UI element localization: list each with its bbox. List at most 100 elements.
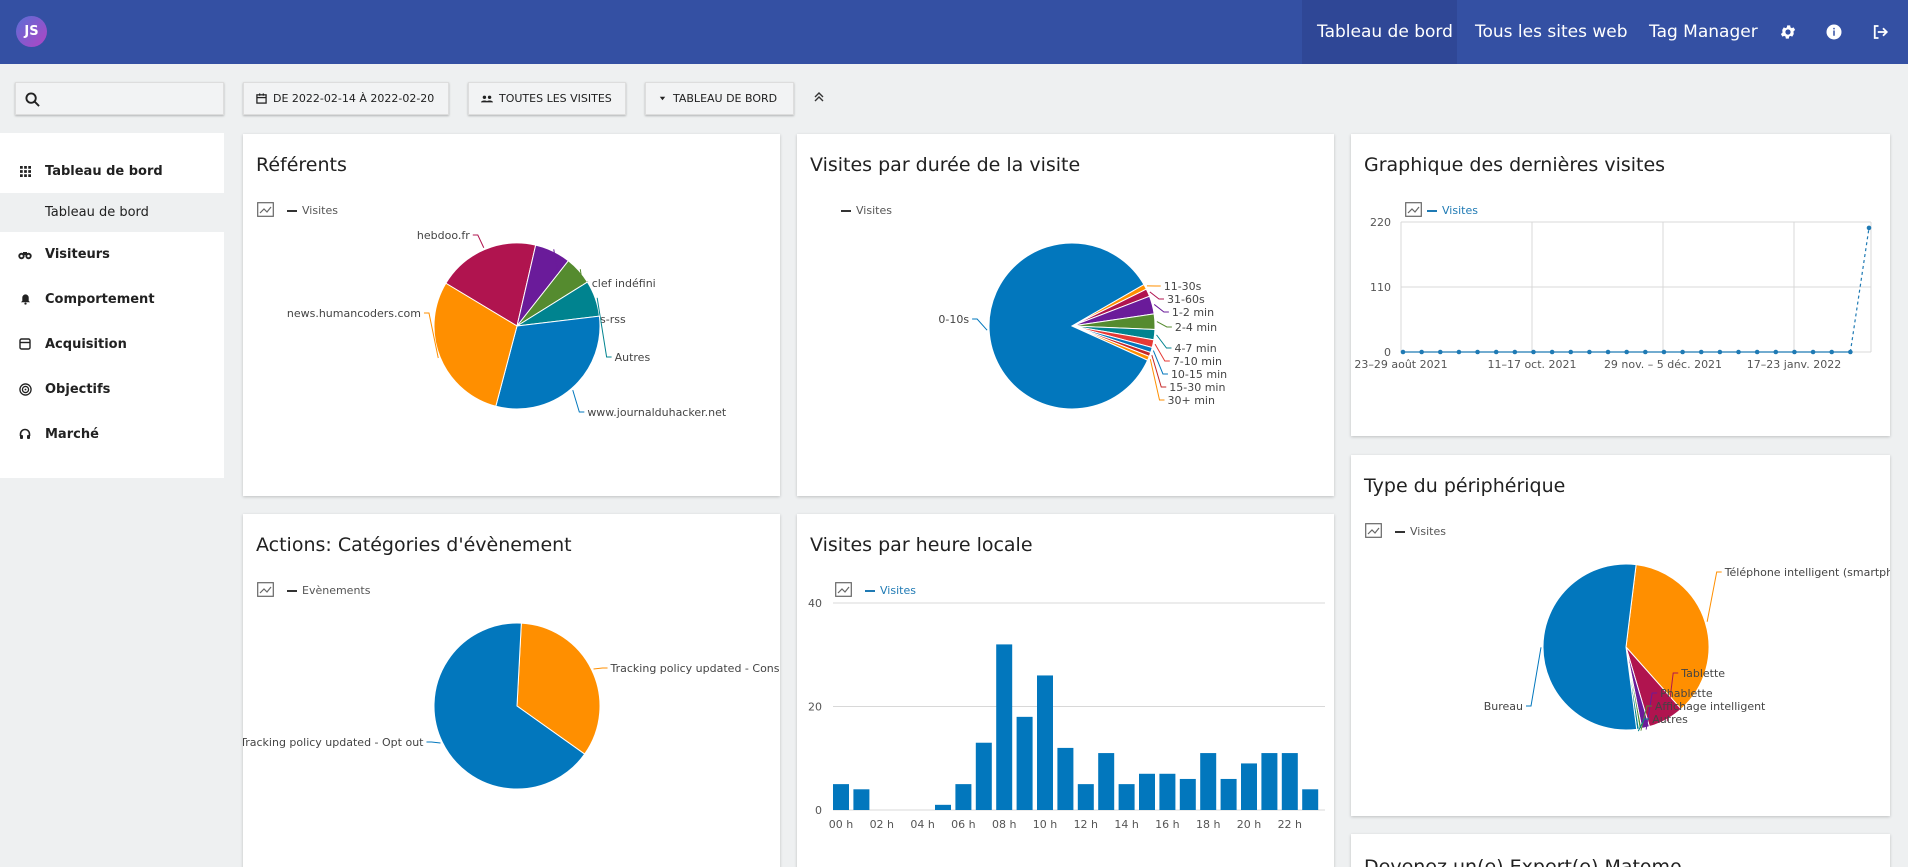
data-point bbox=[1698, 349, 1704, 355]
data-point bbox=[1587, 349, 1592, 355]
top-bar: JS Tableau de bord Tous les sites web Ta… bbox=[0, 0, 1908, 64]
sidebar-item-label: Acquisition bbox=[45, 336, 127, 352]
avatar[interactable]: JS bbox=[16, 16, 47, 47]
widget-visits-overview: Graphique des dernières visites Visites … bbox=[1351, 134, 1890, 436]
chart-legend[interactable]: Visites bbox=[1427, 204, 1478, 217]
widget-device-type: Type du périphérique Visites Téléphone i… bbox=[1351, 455, 1890, 816]
segment-selector-button[interactable]: TOUTES LES VISITES bbox=[468, 82, 626, 115]
pie-label: www.journalduhacker.net bbox=[587, 406, 727, 419]
evolution-graph-icon[interactable] bbox=[257, 582, 274, 597]
bar bbox=[1098, 753, 1115, 810]
pie-leader-line bbox=[972, 318, 988, 331]
bar bbox=[1179, 778, 1196, 810]
bar bbox=[1220, 778, 1237, 810]
pie-leader-line bbox=[472, 234, 485, 248]
sidebar-item-acquisition[interactable]: Acquisition bbox=[0, 324, 224, 364]
pie-label: Phablette bbox=[1660, 687, 1713, 700]
data-point bbox=[1419, 349, 1424, 355]
pie-label: 7-10 min bbox=[1173, 355, 1222, 368]
bar bbox=[1077, 784, 1094, 810]
logout-icon[interactable] bbox=[1868, 20, 1892, 44]
nav-tag-manager[interactable]: Tag Manager bbox=[1649, 22, 1758, 42]
legend-label: Visites bbox=[856, 204, 892, 217]
evolution-graph-icon[interactable] bbox=[257, 202, 274, 217]
x-tick-label: 10 h bbox=[1033, 818, 1057, 831]
series-line-dashed bbox=[1849, 227, 1870, 353]
pie-label: 30+ min bbox=[1167, 394, 1214, 407]
pie-leader-line bbox=[423, 312, 439, 359]
evolution-graph-icon[interactable] bbox=[1405, 202, 1422, 217]
period-selector-button[interactable]: DE 2022-02-14 À 2022-02-20 bbox=[243, 82, 449, 115]
gear-icon[interactable] bbox=[1776, 20, 1800, 44]
caret-down-icon bbox=[659, 96, 666, 101]
evolution-graph-icon[interactable] bbox=[835, 582, 852, 597]
y-tick-label: 110 bbox=[1370, 281, 1391, 294]
legend-label: Evènements bbox=[302, 584, 371, 597]
pie-label: Bureau bbox=[1484, 700, 1523, 713]
sidebar-item-behaviour[interactable]: Comportement bbox=[0, 279, 224, 319]
bar bbox=[1016, 716, 1033, 810]
pie-leader-line bbox=[572, 390, 585, 413]
data-point bbox=[1400, 349, 1406, 355]
pie-label: Téléphone intelligent (smartphone) bbox=[1724, 566, 1890, 579]
period-selector-label: DE 2022-02-14 À 2022-02-20 bbox=[273, 92, 435, 105]
pie-label: news.humancoders.com bbox=[287, 307, 421, 320]
pie-leader-line bbox=[1153, 304, 1169, 313]
bar bbox=[1037, 675, 1053, 810]
pie-leader-line bbox=[1156, 321, 1172, 328]
search-input[interactable] bbox=[15, 82, 224, 115]
dashboard-selector-button[interactable]: TABLEAU DE BORD bbox=[645, 82, 794, 115]
nav-dashboard[interactable]: Tableau de bord bbox=[1302, 0, 1457, 64]
sidebar-item-goals[interactable]: Objectifs bbox=[0, 369, 224, 409]
sidebar-item-label: Comportement bbox=[45, 291, 155, 307]
sidebar-item-visitors[interactable]: Visiteurs bbox=[0, 234, 224, 274]
y-tick-label: 20 bbox=[808, 701, 822, 714]
widget-referrers: Référents Visites hebdoo.fr Mot clef indé… bbox=[243, 134, 780, 496]
pie-leader-line bbox=[593, 667, 608, 670]
chart-legend: Visites bbox=[287, 204, 338, 217]
info-icon[interactable] bbox=[1822, 20, 1846, 44]
pie-leader-line bbox=[1706, 571, 1722, 622]
pie-label: 11-30s bbox=[1164, 280, 1202, 293]
data-point bbox=[1717, 349, 1723, 355]
pie-slice bbox=[988, 242, 1149, 410]
pie-label: 0-10s bbox=[938, 313, 969, 326]
y-tick-label: 40 bbox=[808, 597, 822, 610]
pie-leader-line bbox=[1152, 350, 1168, 375]
sidebar-item-label: Objectifs bbox=[45, 381, 111, 397]
sidebar-subitem-dashboard[interactable]: Tableau de bord bbox=[0, 193, 224, 232]
data-point bbox=[1531, 349, 1536, 355]
data-point bbox=[1437, 349, 1443, 355]
sidebar-item-dashboard[interactable]: Tableau de bord bbox=[0, 151, 224, 191]
pie-label: hebdoo.fr bbox=[417, 229, 470, 242]
visits-per-hour-bar-chart: 0 20 40 00 h 02 h 04 h 06 h 08 h 10 h 12 h 14 h 16 … bbox=[808, 597, 1325, 831]
chart-legend: Visites bbox=[1395, 525, 1446, 538]
widget-title: Devenez un(e) Expert(e) Matomo bbox=[1364, 856, 1682, 867]
x-tick-label: 17–23 janv. 2022 bbox=[1747, 358, 1841, 371]
pie-label: 2-4 min bbox=[1175, 321, 1217, 334]
sidebar-item-label: Marché bbox=[45, 426, 99, 442]
pie-label: ts-rss bbox=[596, 313, 626, 326]
users-icon bbox=[481, 95, 493, 102]
data-point bbox=[1493, 349, 1499, 355]
bar bbox=[996, 644, 1013, 810]
legend-label: Visites bbox=[1410, 525, 1446, 538]
chart-legend[interactable]: Visites bbox=[865, 584, 916, 597]
bar bbox=[1139, 773, 1155, 810]
pie-label: 10-15 min bbox=[1171, 368, 1227, 381]
nav-all-websites[interactable]: Tous les sites web bbox=[1475, 22, 1628, 42]
x-tick-label: 22 h bbox=[1278, 818, 1302, 831]
pie-leader-line bbox=[1149, 291, 1164, 300]
widget-become-expert: Devenez un(e) Expert(e) Matomo bbox=[1351, 834, 1890, 867]
collapse-icon[interactable] bbox=[812, 90, 826, 104]
data-point bbox=[1848, 349, 1853, 355]
data-point bbox=[1810, 349, 1816, 355]
binoculars-icon bbox=[18, 247, 32, 261]
widget-title: Visites par heure locale bbox=[810, 534, 1033, 556]
bar bbox=[1118, 784, 1135, 810]
data-point bbox=[1829, 349, 1835, 355]
sidebar-item-marketplace[interactable]: Marché bbox=[0, 414, 224, 454]
x-tick-label: 23–29 août 2021 bbox=[1354, 358, 1447, 371]
evolution-graph-icon[interactable] bbox=[1365, 523, 1382, 538]
